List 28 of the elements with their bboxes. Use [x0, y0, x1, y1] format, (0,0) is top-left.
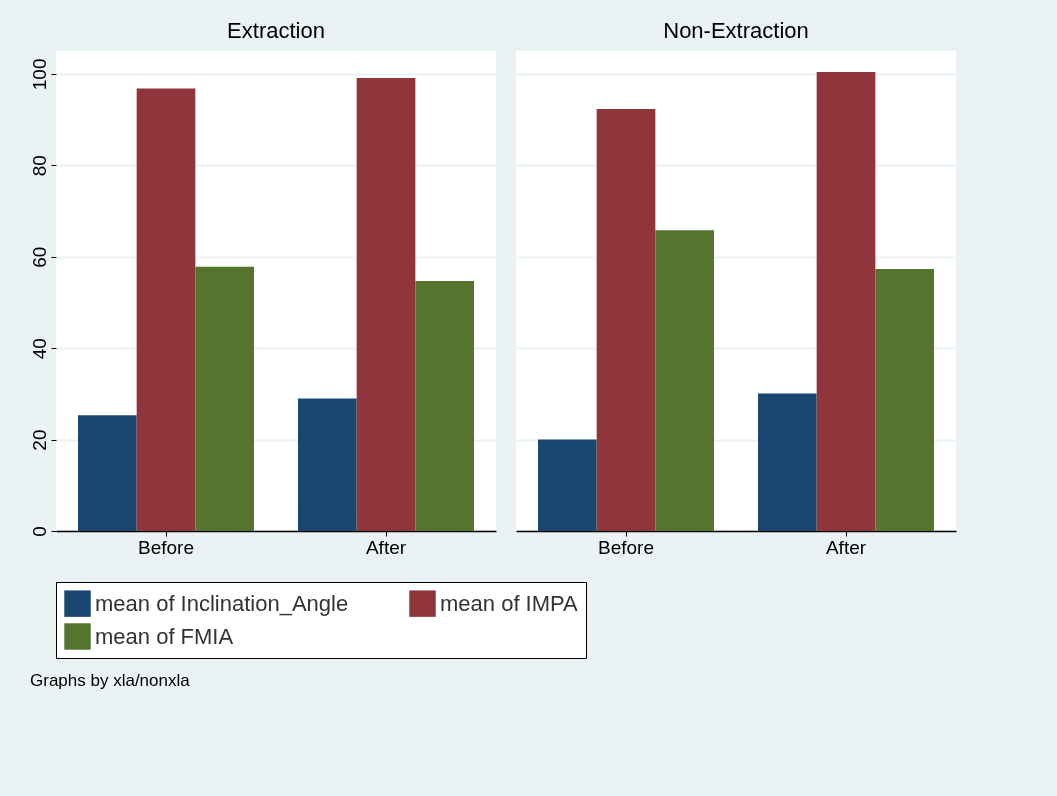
x-tick-label: Before — [138, 536, 194, 558]
bar — [78, 415, 137, 531]
bar — [758, 393, 817, 531]
text: Graphs by xla/nonxla — [30, 670, 191, 690]
legend-label: mean of IMPA — [440, 590, 579, 616]
bar — [195, 266, 254, 531]
legend-label: mean of Inclination_Angle — [95, 590, 349, 616]
y-tick-label: 60 — [28, 246, 50, 268]
chart-title: Extraction — [227, 18, 325, 43]
bar — [538, 439, 597, 531]
bar — [875, 269, 934, 531]
bar — [655, 230, 714, 531]
y-tick-label: 0 — [28, 526, 50, 537]
bar — [298, 398, 357, 531]
y-tick-label: 40 — [28, 338, 50, 360]
y-tick-label: 20 — [28, 429, 50, 451]
bar — [596, 109, 656, 531]
bar — [415, 280, 474, 531]
bar — [136, 88, 196, 531]
x-tick-label: After — [365, 536, 407, 558]
x-tick-label: After — [825, 536, 867, 558]
chart-title: Non-Extraction — [663, 18, 809, 43]
bar — [356, 77, 416, 531]
y-tick-label: 80 — [28, 155, 50, 177]
legend-label: mean of FMIA — [95, 623, 234, 649]
bar — [816, 72, 876, 531]
y-tick-label: 100 — [28, 58, 50, 91]
x-tick-label: Before — [598, 536, 654, 558]
